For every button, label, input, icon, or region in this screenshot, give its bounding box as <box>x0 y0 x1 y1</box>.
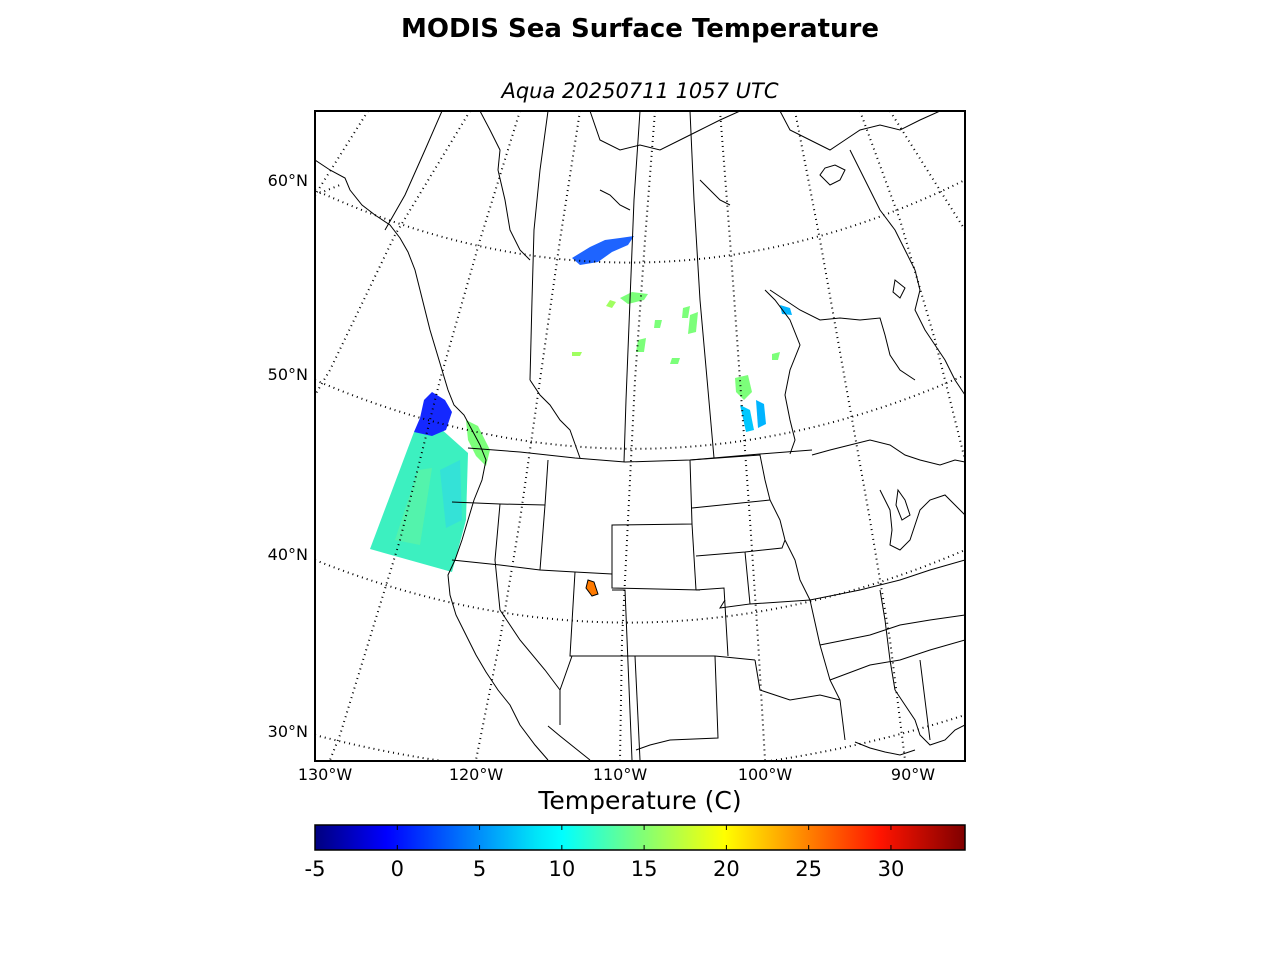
lat-label-60: 60°N <box>268 171 308 190</box>
lake-winnipegosis <box>740 405 754 432</box>
lat-label-30: 30°N <box>268 722 308 741</box>
colorbar-tick-label: 5 <box>473 857 486 881</box>
reindeer-lake <box>780 305 792 315</box>
lake-sask-2 <box>682 306 690 318</box>
graticule <box>315 111 965 761</box>
lake-small-4 <box>772 352 780 360</box>
lake-alberta-1 <box>606 300 616 308</box>
lake-powell <box>585 579 599 597</box>
colorbar: -5 0 5 10 15 20 25 30 <box>305 824 966 881</box>
lake-small-2 <box>654 320 662 328</box>
political-borders <box>384 111 965 761</box>
map-frame <box>314 110 966 762</box>
lake-alberta-2 <box>572 352 582 356</box>
map-area <box>315 111 965 761</box>
colorbar-ticks: -5 0 5 10 15 20 25 30 <box>305 825 905 881</box>
colorbar-title: Temperature (C) <box>538 786 742 815</box>
coastlines <box>315 111 965 761</box>
lat-label-50: 50°N <box>268 365 308 384</box>
lon-label-120w: 120°W <box>449 765 504 784</box>
lake-sask-1 <box>688 312 698 334</box>
lake-winnipeg <box>735 375 752 400</box>
coastal-cold-water <box>414 392 452 436</box>
lon-label-90w: 90°W <box>891 765 935 784</box>
colorbar-gradient <box>314 824 966 851</box>
colorbar-tick-label: 15 <box>631 857 658 881</box>
colorbar-tick-label: 25 <box>795 857 822 881</box>
lake-small-1 <box>636 338 646 352</box>
lake-athabasca <box>572 236 634 265</box>
lon-label-130w: 130°W <box>298 765 353 784</box>
lat-label-40: 40°N <box>268 545 308 564</box>
lon-label-100w: 100°W <box>738 765 793 784</box>
lat-labels: 60°N 50°N 40°N 30°N <box>268 171 308 741</box>
colorbar-tick-label: 0 <box>391 857 404 881</box>
colorbar-tick-label: 10 <box>548 857 575 881</box>
map-subtitle: Aqua 20250711 1057 UTC <box>501 79 779 103</box>
colorbar-tick-label: -5 <box>305 857 326 881</box>
lon-labels: 130°W 120°W 110°W 100°W 90°W <box>298 765 935 784</box>
lake-manitoba <box>756 400 766 428</box>
map-title: MODIS Sea Surface Temperature <box>401 14 879 44</box>
colorbar-tick-label: 30 <box>878 857 905 881</box>
lake-claire-area <box>620 292 648 304</box>
puget-sound-water <box>466 420 490 466</box>
ocean-sst-cool-patch <box>440 460 462 528</box>
lon-label-110w: 110°W <box>593 765 648 784</box>
colorbar-tick-label: 20 <box>713 857 740 881</box>
lake-small-3 <box>670 358 680 364</box>
